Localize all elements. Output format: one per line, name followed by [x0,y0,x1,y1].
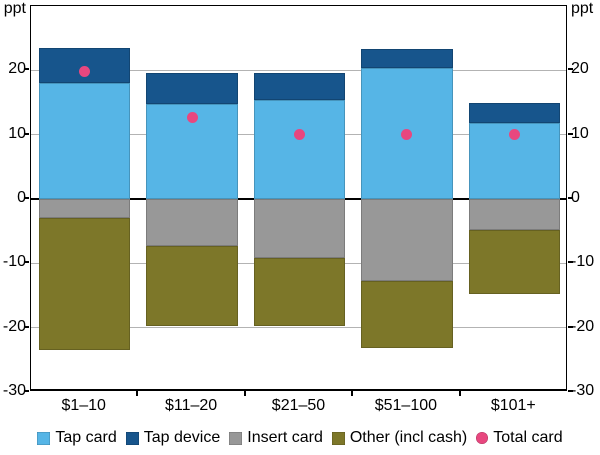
axis-tick [24,390,29,392]
legend-swatch-other-incl-cash- [331,431,345,445]
axis-tick [568,68,573,71]
y-tick-label: -10 [2,253,26,271]
bar-segment-insert-card [39,199,131,219]
bar-segment-tap-device [361,49,453,68]
gridline [31,327,566,329]
bar-segment-other-incl-cash- [253,257,346,327]
axis-tick [458,391,461,396]
y-tick-label: -20 [571,317,595,335]
gridline [31,69,566,71]
y-tick-label: 0 [571,189,580,206]
x-tick-label: $21–50 [271,397,326,414]
total-card-dot [186,112,198,124]
bar-segment-insert-card [253,199,346,258]
total-card-dot [401,129,413,141]
y-tick-label: -30 [571,382,595,399]
axis-tick [568,197,573,199]
axis-tick [24,132,29,135]
bar-segment-other-incl-cash- [146,245,238,327]
axis-tick [136,391,139,396]
legend-swatch-total-card [476,432,489,444]
legend-label: Tap device [143,429,221,446]
bar-segment-tap-card [253,99,346,199]
x-tick-label: $51–100 [374,397,438,414]
bar-segment-tap-device [146,72,238,104]
legend-label: Tap card [55,429,117,446]
axis-tick [24,68,29,71]
legend-swatch-tap-device [125,431,139,445]
total-card-dot [294,128,305,140]
legend-item: Insert card [229,429,323,447]
y-tick-label: 0 [17,189,26,206]
legend-item: Tap card [37,429,117,447]
bar-segment-other-incl-cash- [468,229,560,294]
y-tick-label: 10 [8,124,26,142]
legend-item: Tap device [125,429,221,447]
y-tick-label: -20 [2,317,26,335]
bar-segment-insert-card [146,199,238,246]
legend-label: Total card [493,429,563,446]
axis-tick [568,132,573,135]
x-tick-label: $11–20 [164,397,218,414]
axis-tick [351,391,354,396]
bar-segment-insert-card [468,199,560,230]
y-tick-label: -30 [2,382,26,399]
total-card-dot [508,129,520,141]
legend-item: Total card [476,429,563,447]
bar-segment-tap-card [39,82,131,199]
axis-tick [243,391,246,396]
axis-tick [24,197,29,199]
axis-tick [568,390,573,392]
x-tick-label: $1–10 [61,397,106,414]
legend-swatch-tap-card [37,431,51,445]
legend-item: Other (incl cash) [331,429,468,447]
legend-swatch-insert-card [229,431,243,445]
y-tick-label: 20 [8,60,26,78]
bar-segment-tap-device [253,72,346,100]
legend-label: Other (incl cash) [349,429,468,446]
legend: Tap card Tap device Insert card Other (incl… [0,429,600,447]
plot-area [30,5,567,391]
axis-tick [568,325,573,328]
legend-label: Insert card [247,429,323,446]
y-axis-unit-left: ppt [3,0,26,17]
axis-tick [24,325,29,328]
bar-segment-other-incl-cash- [39,218,131,350]
axis-tick [568,261,573,264]
bar-segment-tap-device [468,103,560,124]
y-tick-label: 10 [571,124,589,142]
y-axis-unit-right: ppt [571,0,594,17]
axis-tick [24,261,29,264]
bar-segment-insert-card [361,199,453,282]
y-tick-label: -10 [571,253,595,271]
bar-segment-other-incl-cash- [361,281,453,349]
x-tick-label: $101+ [490,397,536,414]
total-card-dot [79,66,91,78]
y-tick-label: 20 [571,60,589,78]
